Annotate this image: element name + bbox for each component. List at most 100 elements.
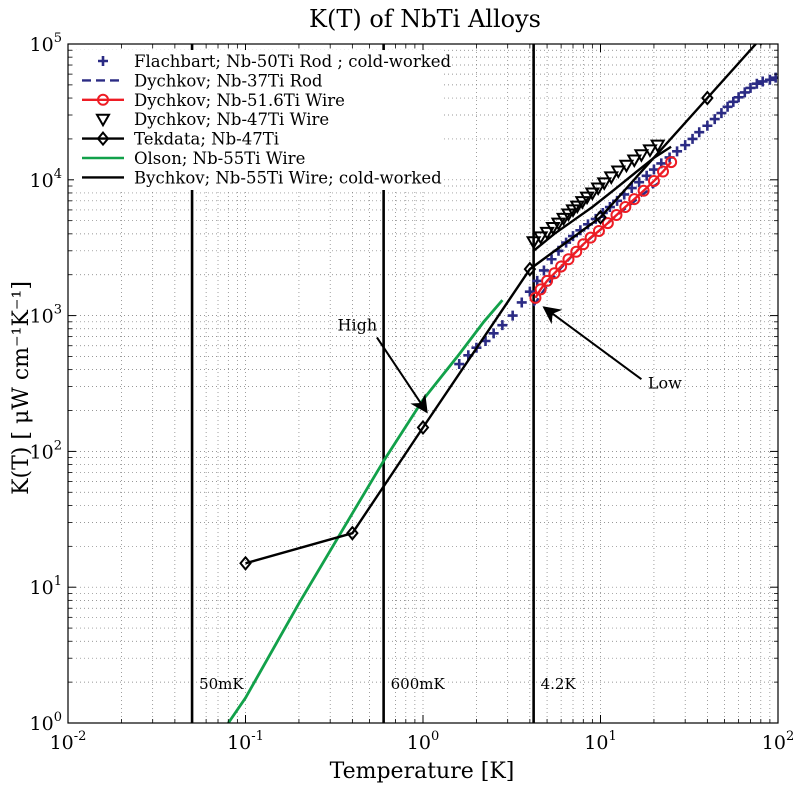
data-series	[227, 44, 778, 723]
legend-label: Dychkov; Nb-37Ti Rod	[134, 71, 323, 90]
data-point	[709, 114, 720, 125]
y-tick-label: 103	[30, 303, 62, 328]
x-tick-label: 101	[584, 729, 616, 754]
data-point	[626, 154, 643, 168]
data-point	[733, 92, 744, 103]
data-point	[642, 144, 658, 158]
y-tick-label: 100	[30, 710, 62, 735]
data-point	[596, 177, 612, 191]
data-point	[619, 201, 632, 214]
data-point	[497, 320, 508, 331]
y-tick-label: 105	[30, 31, 62, 56]
data-point	[633, 149, 650, 163]
data-point	[584, 231, 597, 244]
legend-label: Bychkov; Nb-55Ti Wire; cold-worked	[134, 168, 442, 187]
y-tick-label: 104	[30, 167, 62, 192]
x-axis-label: Temperature [K]	[330, 759, 515, 784]
data-point	[634, 177, 645, 188]
data-point	[488, 328, 499, 339]
legend-marker	[95, 113, 111, 128]
data-point	[579, 191, 595, 206]
data-point	[665, 156, 678, 169]
data-point	[672, 146, 683, 157]
x-tick-label: 100	[407, 729, 439, 754]
legend: Flachbart; Nb-50Ti Rod ; cold-workedDych…	[74, 50, 452, 190]
data-point	[603, 171, 619, 185]
annotation-label: Low	[648, 374, 682, 393]
data-point	[555, 212, 572, 227]
data-point	[534, 283, 547, 296]
legend-label: Dychkov; Nb-51.6Ti Wire	[134, 91, 345, 110]
data-point	[739, 87, 750, 98]
reference-line-label: 4.2K	[541, 675, 577, 693]
data-point	[569, 200, 586, 215]
legend-label: Tekdata; Nb-47Ti	[134, 130, 279, 149]
data-point	[529, 291, 542, 304]
reference-line-label: 50mK	[199, 675, 244, 693]
reference-line-label: 600mK	[391, 675, 446, 693]
annotation-label: High	[338, 315, 378, 334]
series-1	[532, 180, 663, 307]
data-point	[764, 74, 775, 85]
data-point	[648, 164, 659, 175]
data-point	[628, 193, 641, 206]
data-point	[570, 245, 583, 258]
series-line	[227, 299, 504, 723]
data-point	[562, 253, 575, 266]
data-point	[601, 217, 614, 230]
data-point	[618, 159, 635, 174]
data-point	[610, 209, 623, 222]
data-point	[346, 525, 359, 541]
data-point	[525, 236, 542, 250]
data-point	[637, 184, 650, 197]
data-point	[757, 76, 768, 87]
legend-marker	[98, 56, 108, 66]
data-point	[716, 108, 727, 119]
series-3	[525, 139, 666, 250]
data-point	[523, 261, 537, 277]
series-4	[239, 44, 763, 571]
legend-marker	[96, 131, 110, 147]
data-point	[657, 165, 670, 178]
x-tick-label: 10-2	[50, 729, 87, 754]
data-point	[610, 165, 627, 180]
data-point	[751, 78, 762, 89]
data-point	[594, 209, 607, 225]
chart-title: K(T) of NbTi Alloys	[309, 5, 541, 33]
annotation-arrow	[542, 306, 642, 381]
legend-label: Flachbart; Nb-50Ti Rod ; cold-worked	[134, 52, 452, 71]
data-point	[538, 265, 549, 276]
data-point	[574, 196, 591, 210]
y-axis-label: K(T) [ μW cm⁻¹K⁻¹]	[9, 281, 34, 495]
y-tick-label: 101	[30, 574, 62, 599]
data-point	[649, 139, 666, 154]
series-line	[532, 180, 663, 307]
data-point	[701, 90, 714, 106]
data-point	[728, 96, 739, 107]
data-point	[541, 274, 554, 287]
y-tick-label: 102	[30, 438, 62, 463]
data-point	[454, 359, 465, 370]
series-2	[529, 156, 678, 304]
data-point	[532, 231, 549, 245]
data-point	[545, 222, 561, 236]
data-point	[550, 217, 567, 232]
data-point	[592, 224, 605, 237]
data-point	[759, 44, 763, 46]
vertical-reference-lines: 50mK 600mK 4.2K	[190, 44, 577, 723]
data-point	[584, 187, 601, 201]
data-point	[555, 260, 568, 273]
data-point	[647, 174, 660, 187]
x-tick-label: 10-1	[227, 729, 264, 754]
data-point	[532, 275, 543, 286]
data-point	[590, 182, 606, 197]
data-point	[416, 419, 430, 436]
data-point	[745, 82, 756, 93]
legend-box	[74, 50, 442, 190]
series-5	[227, 299, 504, 723]
series-line	[245, 44, 758, 565]
data-point	[524, 286, 535, 297]
legend-label: Dychkov; Nb-47Ti Wire	[134, 110, 329, 129]
data-point	[722, 101, 733, 112]
